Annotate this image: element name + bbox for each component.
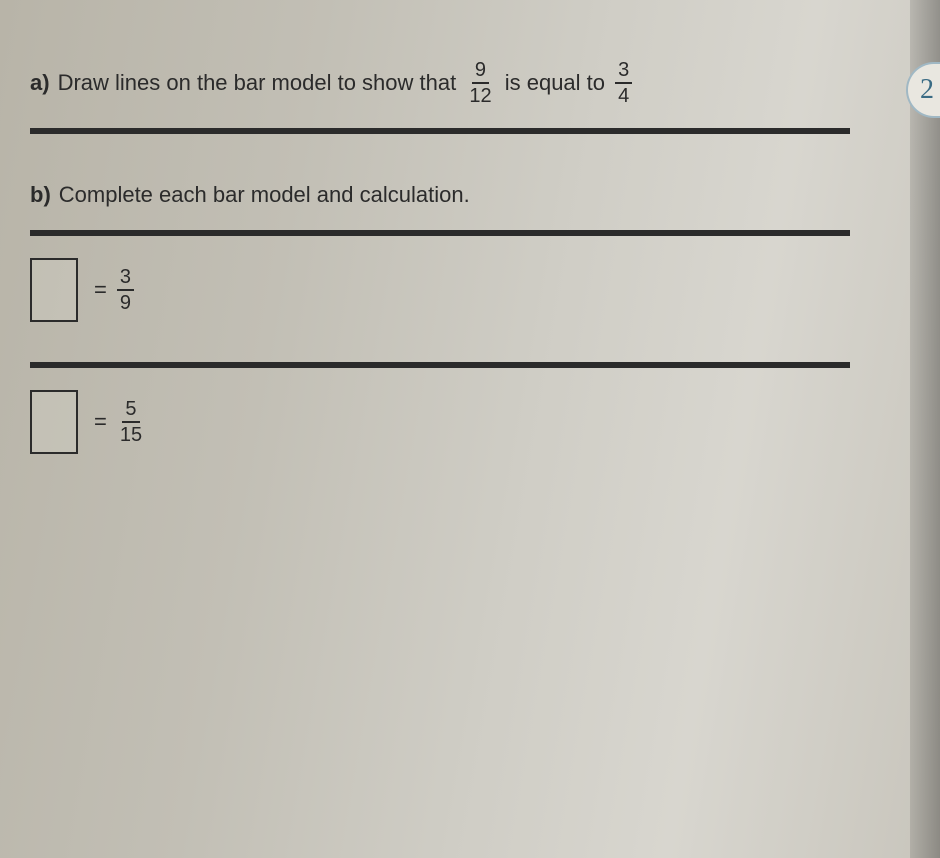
problem-b-sub2-fraction: 5 15 [117,399,145,445]
fraction-denominator: 4 [615,84,632,106]
problem-b-sub2-bar-model [30,362,850,368]
page-edge-shadow [910,0,940,858]
bar-model-row-bottom [32,232,848,234]
problem-b-sub2: = 5 15 [30,362,880,454]
problem-a-text-mid: is equal to [505,70,605,96]
problem-a-fraction-1: 9 12 [466,60,494,106]
problem-b-label: b) [30,182,51,208]
answer-box[interactable] [30,390,78,454]
problem-b-sub2-equation: = 5 15 [30,390,880,454]
problem-a: a) Draw lines on the bar model to show t… [30,60,880,134]
fraction-numerator: 5 [122,399,139,423]
problem-a-label: a) [30,70,50,96]
equals-sign: = [94,409,107,435]
badge-text: 2 [920,74,934,106]
problem-b-prompt: b) Complete each bar model and calculati… [30,182,880,208]
problem-a-prompt: a) Draw lines on the bar model to show t… [30,60,880,106]
problem-a-fraction-2: 3 4 [615,60,632,106]
fraction-numerator: 3 [117,267,134,291]
fraction-denominator: 9 [117,291,134,313]
problem-b-sub1-fraction: 3 9 [117,267,134,313]
problem-a-text-before: Draw lines on the bar model to show that [58,70,457,96]
problem-b-text: Complete each bar model and calculation. [59,182,470,208]
worksheet-content: a) Draw lines on the bar model to show t… [0,0,940,454]
problem-b-sub1-equation: = 3 9 [30,258,880,322]
equals-sign: = [94,277,107,303]
problem-b: b) Complete each bar model and calculati… [30,182,880,454]
problem-a-bar-model [30,128,850,134]
problem-b-sub1-bar-model [30,230,850,236]
bar-model-row-bottom [32,130,848,132]
problem-b-sub1: = 3 9 [30,230,880,322]
fraction-denominator: 15 [117,423,145,445]
answer-box[interactable] [30,258,78,322]
fraction-numerator: 3 [615,60,632,84]
fraction-numerator: 9 [472,60,489,84]
fraction-denominator: 12 [466,84,494,106]
bar-model-row-bottom [32,364,848,366]
